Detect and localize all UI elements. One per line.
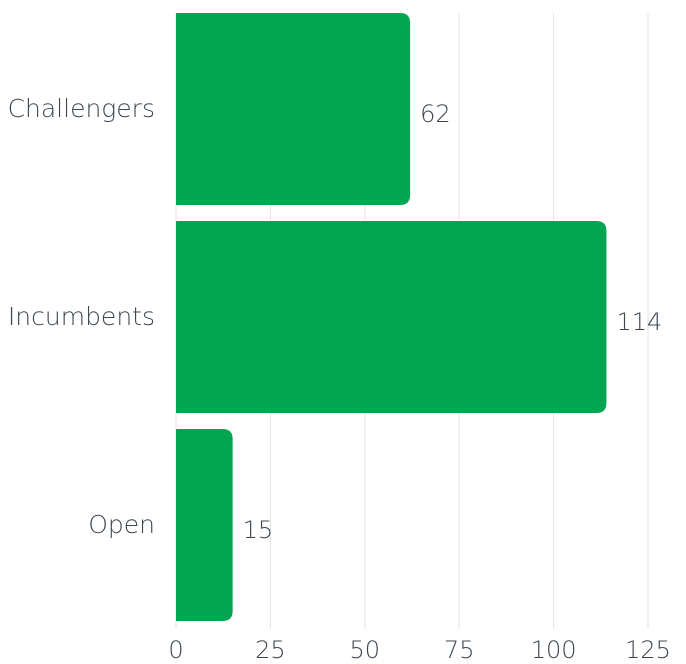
y-tick-label: Open <box>88 510 155 539</box>
x-tick-label: 125 <box>625 636 671 664</box>
x-tick-label: 0 <box>168 636 183 664</box>
bar <box>176 221 607 413</box>
bar <box>176 13 411 205</box>
value-label: 114 <box>616 308 662 336</box>
value-label: 15 <box>243 516 274 544</box>
x-tick-label: 25 <box>255 636 286 664</box>
y-tick-label: Challengers <box>8 94 155 123</box>
y-tick-label: Incumbents <box>8 302 155 331</box>
x-tick-label: 100 <box>531 636 577 664</box>
value-label: 62 <box>420 100 451 128</box>
x-tick-label: 75 <box>444 636 475 664</box>
bar <box>176 429 233 621</box>
x-tick-label: 50 <box>350 636 381 664</box>
